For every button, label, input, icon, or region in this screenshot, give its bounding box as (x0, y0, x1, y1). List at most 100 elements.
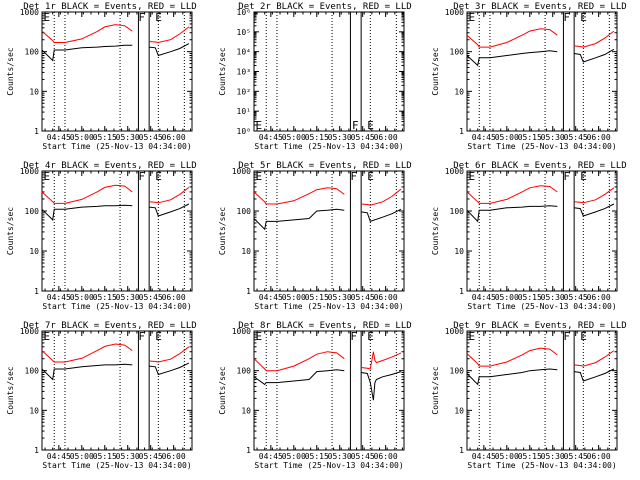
x-tick-label: 05:15 (93, 133, 117, 142)
x-tick-label: 05:00 (282, 133, 306, 142)
x-tick-label: 04:45 (259, 293, 283, 302)
y-tick-label: 1000 (445, 327, 464, 336)
x-axis-label: Start Time (25-Nov-13 04:34:00) (42, 302, 191, 311)
x-tick-label: 04:45 (47, 452, 71, 461)
series-line-lld (41, 184, 190, 204)
y-axis-label: Counts/sec (218, 207, 227, 255)
y-tick-label: 1 (459, 446, 464, 455)
y-tick-label: 100 (25, 367, 40, 376)
x-tick-label: 05:15 (518, 133, 542, 142)
x-tick-label: 05:45 (564, 452, 588, 461)
annotation-label: F (563, 330, 570, 343)
panel-det-1r: Det 1r BLACK = Events, RED = LLD 1 10 100 10… (6, 2, 197, 151)
series-line-events (466, 368, 615, 386)
y-axis-label: Counts/sec (6, 366, 15, 414)
x-tick-label: 05:00 (70, 452, 94, 461)
panel-title: Det 7r BLACK = Events, RED = LLD (23, 321, 196, 331)
x-axis-label: Start Time (25-Nov-13 04:34:00) (42, 461, 191, 470)
panel-det-8r: Det 8r BLACK = Events, RED = LLD 1 10 100 10… (218, 321, 412, 470)
panel-det-5r: Det 5r BLACK = Events, RED = LLD 1 10 100 10… (218, 161, 412, 311)
y-tick-label: 10 (241, 406, 251, 415)
y-tick-label: 10 (241, 247, 251, 256)
annotation-label: E (469, 11, 476, 24)
x-tick-label: 05:45 (564, 293, 588, 302)
y-tick-label: 10 (29, 87, 39, 96)
x-tick-label: 05:15 (93, 452, 117, 461)
x-tick-label: 04:45 (472, 133, 496, 142)
annotation-label: E (580, 330, 587, 343)
y-tick-label: 100 (450, 367, 465, 376)
x-axis-label: Start Time (25-Nov-13 04:34:00) (254, 142, 403, 151)
y-tick-label: 1000 (445, 8, 464, 17)
x-tick-label: 05:00 (495, 133, 519, 142)
annotation-label: E (580, 170, 587, 183)
y-tick-label: 1000 (445, 167, 464, 176)
y-tick-label: 10 (454, 406, 464, 415)
annotation-label: E (469, 330, 476, 343)
series-line-lld (466, 28, 615, 48)
x-tick-label: 05:45 (139, 452, 163, 461)
annotation-label: F (138, 11, 145, 24)
axes-frame (466, 170, 618, 292)
y-tick-label: 100 (237, 367, 252, 376)
series-line-events (466, 203, 615, 223)
annotation-label: E (256, 170, 263, 183)
annotation-label: F (563, 11, 570, 24)
panel-title: Det 9r BLACK = Events, RED = LLD (453, 321, 626, 331)
x-tick-label: 04:45 (47, 293, 71, 302)
y-tick-label: 1000 (232, 167, 251, 176)
y-tick-label: 1 (246, 446, 251, 455)
y-tick-label: 10⁰ (237, 127, 251, 136)
annotation-label: E (256, 119, 263, 132)
y-tick-label: 1 (459, 127, 464, 136)
series-line-events (41, 43, 190, 62)
series-line-events (253, 369, 402, 401)
annotation-label: E (256, 330, 263, 343)
panel-det-6r: Det 6r BLACK = Events, RED = LLD 1 10 100 10… (431, 161, 627, 311)
axes-frame (466, 330, 618, 451)
x-tick-label: 05:30 (541, 133, 565, 142)
x-tick-label: 04:45 (472, 293, 496, 302)
x-axis-label: Start Time (25-Nov-13 04:34:00) (467, 142, 616, 151)
y-tick-label: 10 (29, 247, 39, 256)
x-tick-label: 06:00 (374, 452, 398, 461)
y-tick-label: 1000 (20, 8, 39, 17)
x-tick-label: 05:00 (70, 293, 94, 302)
x-tick-label: 05:00 (70, 133, 94, 142)
y-axis-label: Counts/sec (218, 366, 227, 414)
axes-frame (253, 170, 405, 292)
panel-det-2r: Det 2r BLACK = Events, RED = LLD 10⁰ 10¹ 10… (218, 2, 412, 151)
series-line-events (41, 362, 190, 381)
series-line-lld (253, 187, 402, 206)
annotation-label: E (469, 170, 476, 183)
panel-title: Det 4r BLACK = Events, RED = LLD (23, 161, 196, 171)
x-tick-label: 04:45 (259, 452, 283, 461)
annotation-label: F (138, 170, 145, 183)
x-tick-label: 05:45 (351, 133, 375, 142)
series-line-lld (253, 351, 402, 372)
y-tick-label: 1 (34, 127, 39, 136)
x-tick-label: 06:00 (374, 293, 398, 302)
y-axis-label: Counts/sec (6, 207, 15, 255)
x-tick-label: 05:15 (305, 293, 329, 302)
y-tick-label: 100 (25, 207, 40, 216)
x-tick-label: 06:00 (162, 133, 186, 142)
panel-det-9r: Det 9r BLACK = Events, RED = LLD 1 10 100 10… (431, 321, 627, 470)
x-tick-label: 05:00 (495, 452, 519, 461)
y-tick-label: 100 (450, 207, 465, 216)
x-tick-label: 04:45 (259, 133, 283, 142)
y-tick-label: 10⁴ (237, 48, 251, 57)
annotation-label: F (138, 330, 145, 343)
x-axis-label: Start Time (25-Nov-13 04:34:00) (254, 461, 403, 470)
panel-det-4r: Det 4r BLACK = Events, RED = LLD 1 10 100 10… (6, 161, 197, 311)
y-tick-label: 10¹ (237, 107, 251, 116)
x-axis-label: Start Time (25-Nov-13 04:34:00) (42, 142, 191, 151)
annotation-label: E (44, 170, 51, 183)
axes-frame (253, 11, 405, 132)
x-tick-label: 05:30 (116, 133, 140, 142)
y-axis-label: Counts/sec (431, 366, 440, 414)
series-line-lld (41, 343, 190, 363)
annotation-label: F (352, 119, 359, 132)
annotation-label: E (155, 170, 162, 183)
